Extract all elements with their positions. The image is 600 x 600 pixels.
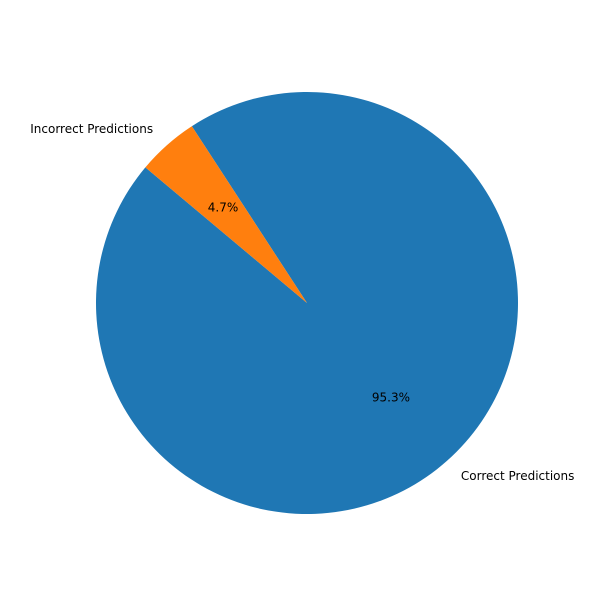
slice-label-incorrect-predictions: Incorrect Predictions	[30, 122, 153, 136]
pie-slice-correct-predictions	[95, 92, 518, 515]
slice-percent-correct-predictions: 95.3%	[372, 390, 410, 404]
slice-percent-incorrect-predictions: 4.7%	[208, 201, 239, 215]
slice-label-correct-predictions: Correct Predictions	[461, 469, 574, 483]
labels-layer: Correct Predictions 95.3% Incorrect Predic…	[30, 122, 574, 483]
slices-layer	[95, 92, 518, 515]
pie-slice-incorrect-predictions	[145, 126, 307, 303]
